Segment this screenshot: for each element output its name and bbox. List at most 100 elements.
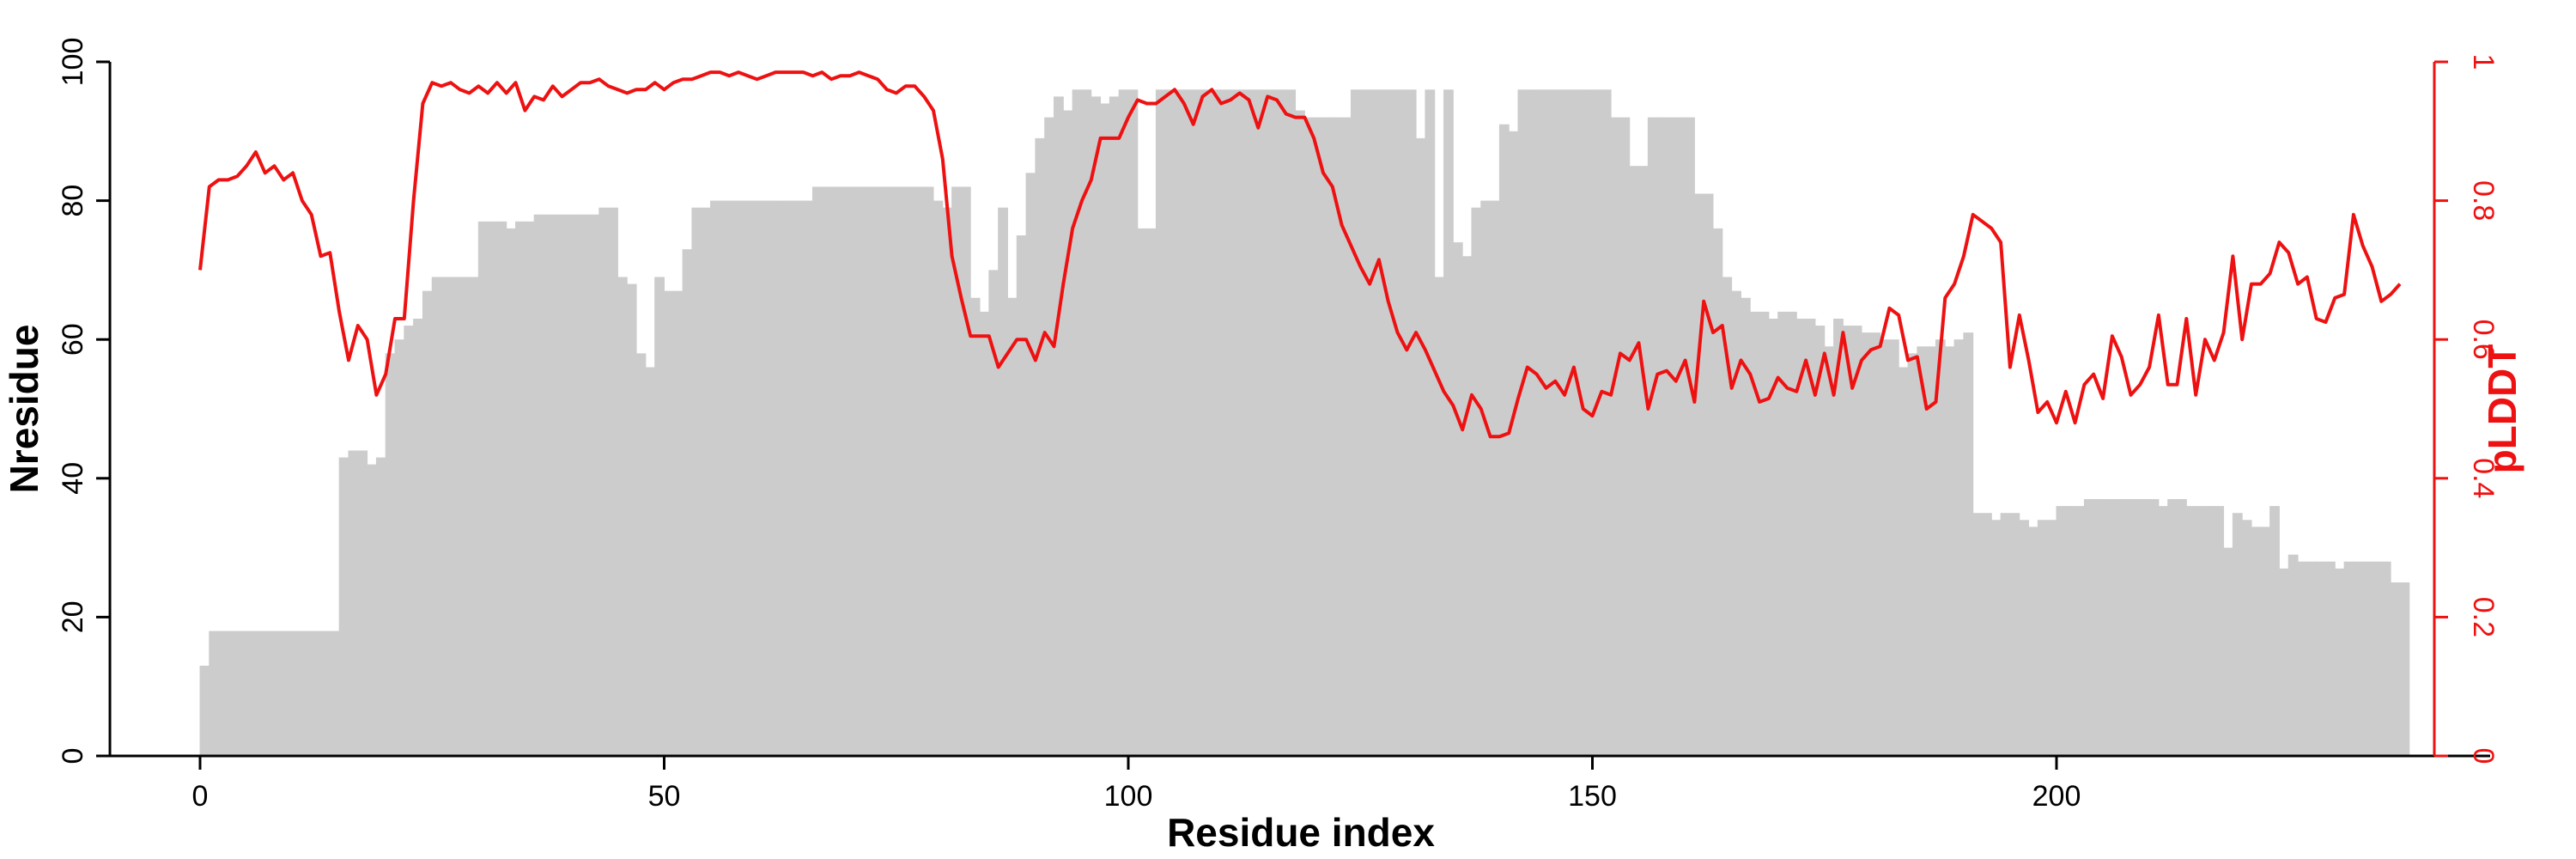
bar (2278, 568, 2289, 756)
bar (664, 290, 674, 756)
bar (1592, 89, 1602, 756)
bar (1963, 332, 1974, 756)
bar (1295, 110, 1305, 756)
bar (1062, 110, 1073, 756)
bar (1480, 200, 1492, 757)
bar (1740, 297, 1751, 757)
bar (570, 214, 581, 756)
bar (942, 207, 953, 756)
bar (533, 214, 544, 756)
bar (821, 186, 832, 756)
bar (468, 277, 479, 757)
bar (886, 186, 897, 756)
bar (1722, 277, 1733, 757)
y-left-tick-label: 20 (57, 600, 89, 633)
bar (264, 631, 275, 756)
bar (2204, 506, 2215, 756)
bar (2185, 506, 2196, 756)
bar (1406, 89, 1417, 756)
bar (2046, 520, 2057, 756)
bar (283, 631, 294, 756)
bar (1322, 117, 1334, 756)
bar (320, 631, 331, 756)
y-left-tick-label: 100 (57, 38, 89, 87)
bar (1350, 89, 1361, 756)
bar (969, 297, 981, 757)
bar (1880, 339, 1890, 756)
bar (1118, 89, 1129, 756)
bar (1982, 513, 1992, 756)
bar (2223, 547, 2233, 756)
bar (1146, 228, 1157, 756)
bar (2334, 568, 2345, 756)
bar (1443, 89, 1454, 756)
bar (440, 277, 452, 757)
bar (1035, 137, 1046, 756)
bar (1434, 277, 1445, 757)
bar (988, 270, 999, 756)
bar (2380, 561, 2391, 756)
y-right-axis-title: pLDDT (2480, 344, 2524, 474)
bar (682, 249, 693, 756)
bar (1471, 207, 1482, 756)
bar (1610, 117, 1621, 756)
bar (672, 290, 683, 756)
bar (1378, 89, 1389, 756)
x-ticks: 0 50 100 150 200 (192, 756, 2081, 813)
bar (357, 450, 368, 756)
bar (301, 631, 313, 756)
bar (2102, 499, 2113, 756)
bar (765, 200, 776, 757)
bar (1091, 96, 1102, 756)
bar (1824, 346, 1835, 756)
bar (1898, 367, 1909, 756)
bar (923, 186, 934, 756)
bar (1554, 89, 1565, 756)
y-right-tick-label: 0.2 (2467, 597, 2500, 637)
bar (747, 200, 758, 757)
bar (1990, 520, 2002, 756)
bar (1573, 89, 1584, 756)
bar (2343, 561, 2354, 756)
bar (775, 200, 786, 757)
y-left-tick-label: 60 (57, 323, 89, 356)
bar (1332, 117, 1343, 756)
bar (1833, 318, 1844, 756)
bar (1731, 290, 1741, 756)
bar (914, 186, 925, 756)
bar (1508, 131, 1519, 757)
bar (404, 326, 415, 756)
bar (2214, 506, 2225, 756)
bar (2241, 520, 2252, 756)
bar (1109, 96, 1120, 756)
bar (654, 277, 665, 757)
bar (859, 186, 869, 756)
bar (1285, 89, 1297, 756)
bar (1249, 89, 1259, 756)
bar (905, 186, 915, 756)
bar (896, 186, 907, 756)
bar (1164, 89, 1176, 756)
bar (1081, 89, 1092, 756)
bar (1044, 117, 1055, 756)
bar (1814, 326, 1826, 756)
bar (1685, 117, 1695, 756)
bar (348, 450, 359, 756)
bar (1016, 235, 1027, 756)
bar (2324, 561, 2336, 756)
bar (1257, 89, 1268, 756)
bar (1795, 318, 1807, 756)
bar (1917, 346, 1928, 756)
bar (960, 186, 971, 756)
x-tick-label: 50 (648, 780, 681, 813)
bar (1490, 200, 1500, 757)
bar (1870, 332, 1881, 756)
x-tick-label: 0 (192, 780, 209, 813)
bar (784, 200, 795, 757)
bar (2167, 499, 2178, 756)
bar (367, 464, 377, 756)
bar (2297, 561, 2308, 756)
bar (728, 200, 739, 757)
bar (1888, 339, 1899, 756)
bar (1972, 513, 1984, 756)
